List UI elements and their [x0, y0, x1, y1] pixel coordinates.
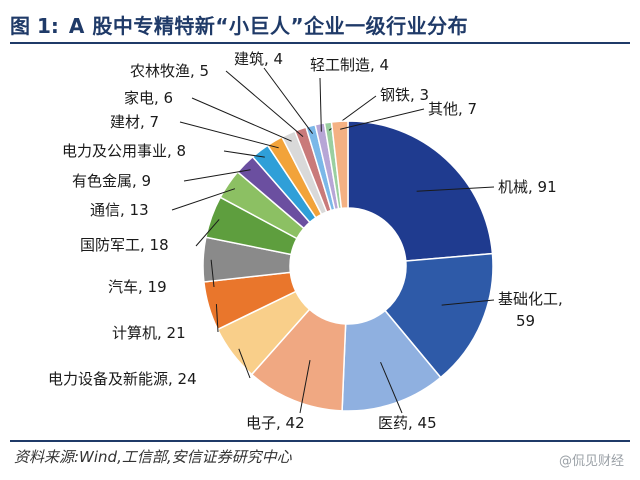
watermark: @侃见财经 — [558, 454, 624, 469]
slice-label-1: 机械, 91 — [498, 178, 557, 196]
leader-line-8 — [195, 219, 220, 247]
slice-label-14: 农林牧渔, 5 — [130, 62, 209, 80]
figure-title: A 股中专精特新“小巨人”企业一级行业分布 — [68, 13, 469, 38]
title-divider — [10, 42, 630, 44]
slice-label-13: 家电, 6 — [124, 89, 173, 107]
slice-label-10: 有色金属, 9 — [72, 172, 151, 190]
leader-line-10 — [183, 169, 251, 182]
slice-label-7: 汽车, 19 — [108, 278, 167, 296]
slice-label-18: 其他, 7 — [428, 100, 477, 118]
leader-line-12 — [179, 121, 279, 149]
leader-line-18 — [340, 108, 425, 130]
slice-label-15: 建筑, 4 — [234, 50, 283, 68]
leader-line-7 — [210, 259, 215, 288]
slice-label-8: 国防军工, 18 — [80, 236, 169, 254]
slice-label-12: 建材, 7 — [110, 113, 159, 131]
donut-hole — [290, 208, 406, 324]
leader-line-15 — [263, 67, 314, 134]
leader-line-9 — [171, 188, 236, 211]
slice-label-4: 电子, 42 — [246, 414, 305, 432]
figure-title-row: 图 1: A 股中专精特新“小巨人”企业一级行业分布 — [10, 8, 630, 40]
leader-line-4 — [299, 360, 311, 414]
slice-label-6: 计算机, 21 — [112, 324, 186, 342]
slice-label-5: 电力设备及新能源, 24 — [48, 370, 197, 388]
figure-number: 图 1: — [10, 13, 59, 38]
slice-label-9: 通信, 13 — [90, 201, 149, 219]
footer-divider — [10, 440, 630, 442]
slice-label-11: 电力及公用事业, 8 — [62, 142, 186, 160]
leader-line-16 — [319, 77, 322, 132]
source-note: 资料来源:Wind,工信部,安信证券研究中心 — [14, 448, 292, 466]
slice-label-3: 医药, 45 — [378, 414, 437, 432]
leader-line-6 — [215, 304, 219, 333]
leader-line-11 — [223, 150, 265, 158]
leader-line-2 — [441, 299, 495, 306]
leader-line-14 — [225, 70, 304, 137]
leader-line-13 — [191, 97, 292, 142]
slice-label-16: 轻工制造, 4 — [310, 56, 389, 74]
leader-line-1 — [416, 186, 495, 192]
slice-label-2: 基础化工, 59 — [498, 290, 563, 330]
leader-line-5 — [238, 348, 251, 379]
slice-label-17: 钢铁, 3 — [380, 86, 429, 104]
leader-line-3 — [380, 361, 403, 414]
